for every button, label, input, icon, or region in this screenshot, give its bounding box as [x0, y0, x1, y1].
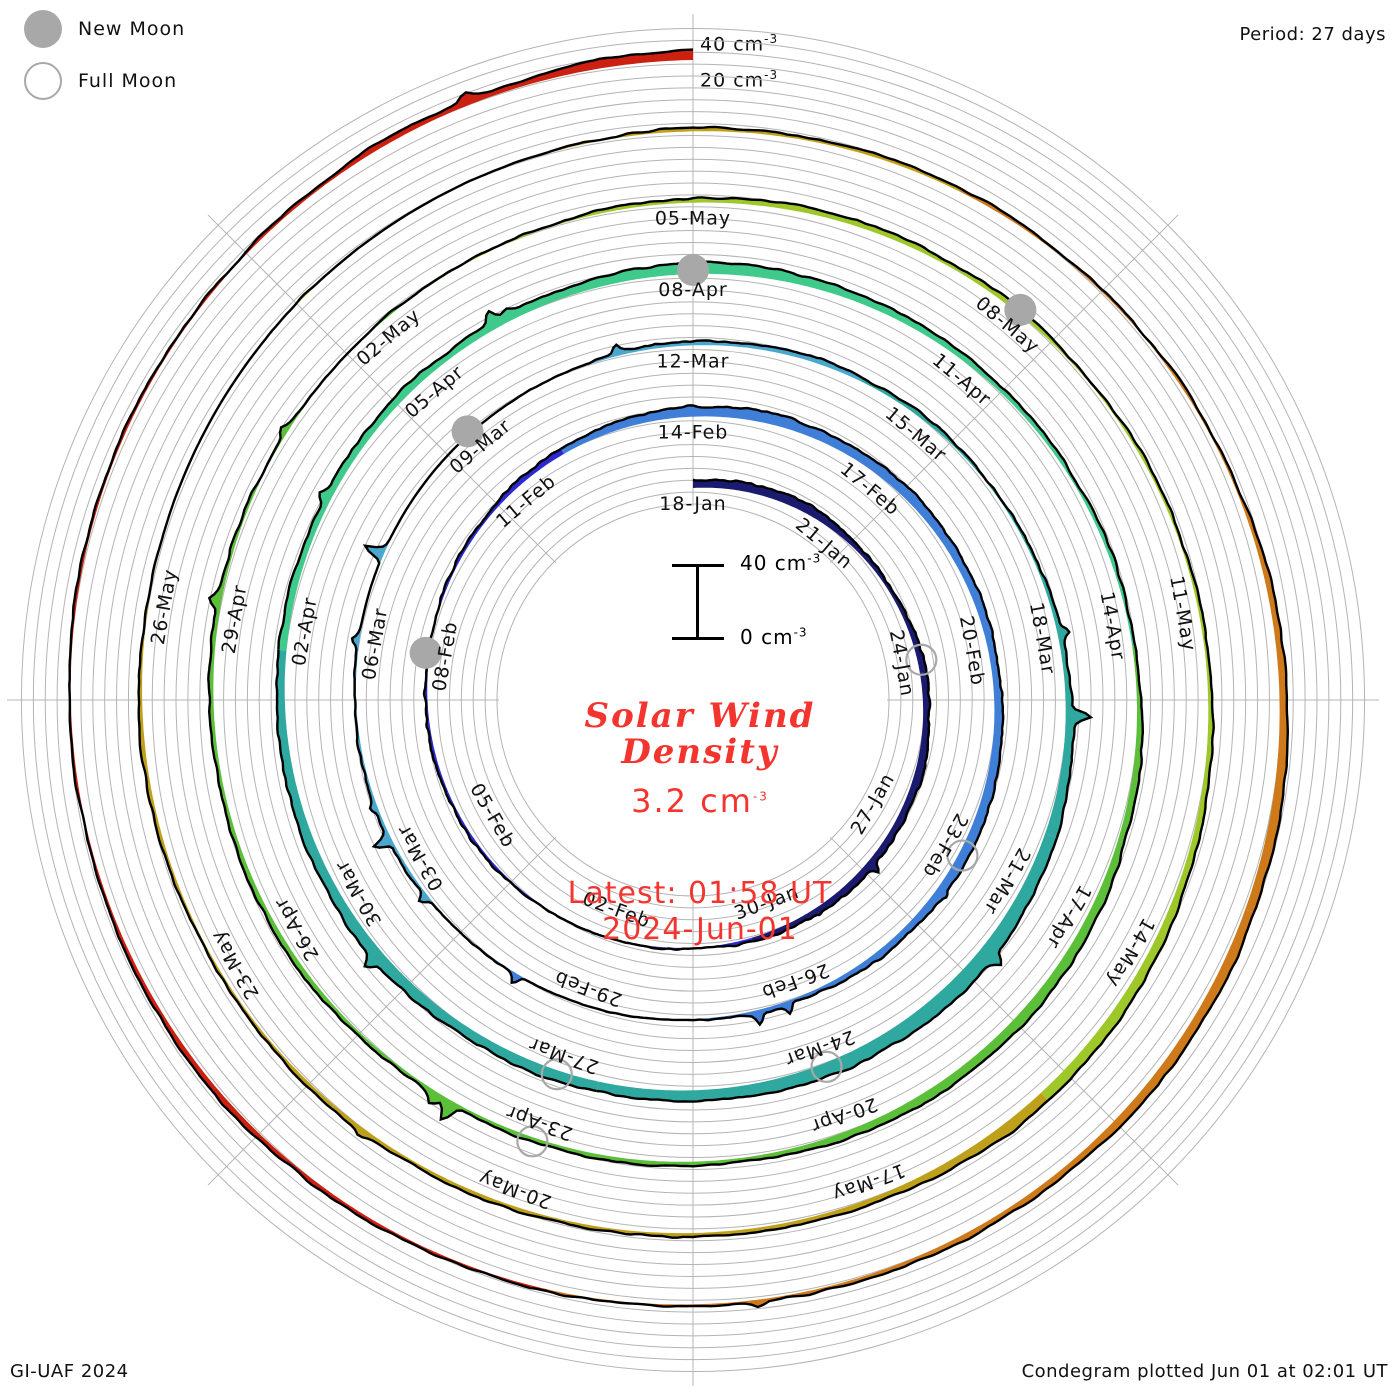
svg-text:12-Mar: 12-Mar — [657, 350, 730, 372]
trace-segment — [331, 1092, 1048, 1238]
date-label: 27-Jan — [847, 769, 900, 838]
date-label: 26-Feb — [758, 959, 832, 1004]
date-label: 12-Mar — [657, 350, 730, 372]
date-label: 14-Feb — [658, 422, 729, 444]
trace-outline — [546, 912, 1256, 1309]
new-moon-marker — [1004, 293, 1037, 326]
date-label: 05-May — [655, 208, 731, 230]
trace-outline — [692, 260, 1137, 647]
trace-outline — [207, 262, 465, 871]
period-label: Period: 27 days — [1239, 24, 1386, 45]
trace-segment — [475, 932, 904, 1025]
trace-outline — [232, 125, 962, 384]
trace-outline — [752, 671, 932, 943]
full-moon-marker — [946, 839, 979, 872]
trace-outline — [692, 478, 928, 672]
trace-segment — [233, 126, 962, 384]
trace-outline — [350, 503, 476, 947]
full-moon-marker — [810, 1050, 843, 1083]
trace-outline — [71, 48, 694, 625]
trace-outline — [474, 936, 905, 1027]
new-moon-marker — [451, 415, 484, 448]
legend-item-full-moon: Full Moon — [24, 62, 177, 100]
svg-text:29-Feb: 29-Feb — [551, 966, 625, 1011]
trace-outline — [902, 527, 1005, 939]
svg-text:08-Apr: 08-Apr — [658, 279, 728, 301]
full-moon-marker — [516, 1125, 549, 1158]
trace-outline — [275, 649, 597, 1093]
credit-label: GI-UAF 2024 — [10, 1361, 129, 1382]
trace-segment — [899, 527, 1004, 938]
trace-outline — [596, 837, 1059, 1103]
trace-outline — [861, 376, 1094, 839]
trace-outline — [137, 382, 332, 1110]
date-label: 23-Apr — [503, 1100, 576, 1144]
trace-outline — [422, 447, 562, 794]
date-label: 08-Apr — [658, 279, 728, 301]
trace-outline — [68, 624, 548, 1293]
trace-outline — [960, 187, 1290, 914]
legend-item-new-moon: New Moon — [24, 10, 185, 48]
trace-segment — [596, 833, 1057, 1102]
trace-outline — [803, 646, 1145, 1152]
svg-text:26-Feb: 26-Feb — [758, 959, 832, 1004]
legend-label-new-moon: New Moon — [78, 18, 186, 40]
trace-outline — [330, 1099, 1049, 1239]
trace-outline — [277, 261, 694, 650]
trace-outline — [560, 404, 944, 529]
trace-outline — [1047, 409, 1215, 1102]
full-moon-icon — [24, 62, 62, 100]
full-moon-marker — [540, 1058, 573, 1091]
svg-text:23-Apr: 23-Apr — [503, 1100, 576, 1144]
svg-text:18-Jan: 18-Jan — [659, 493, 726, 515]
svg-text:05-May: 05-May — [655, 208, 731, 230]
svg-text:30-Jan: 30-Jan — [731, 881, 802, 925]
new-moon-icon — [24, 10, 62, 48]
radial-tick-label-20: 20 cm-3 — [700, 68, 779, 92]
legend-label-full-moon: Full Moon — [78, 70, 178, 92]
date-label: 29-Feb — [551, 966, 625, 1011]
trace-segment — [352, 504, 476, 946]
date-label: 30-Jan — [731, 881, 802, 925]
trace-outline — [242, 869, 805, 1168]
trace-segment — [693, 479, 927, 673]
date-label: 02-Feb — [580, 888, 654, 933]
full-moon-marker — [905, 643, 938, 676]
plotted-timestamp-label: Condegram plotted Jun 01 at 02:01 UT — [1021, 1361, 1388, 1382]
new-moon-marker — [677, 254, 709, 286]
trace-outline — [444, 793, 753, 951]
svg-text:14-Feb: 14-Feb — [658, 422, 729, 444]
new-moon-marker — [409, 636, 442, 669]
svg-text:27-Jan: 27-Jan — [847, 769, 900, 838]
moon-marker-layer — [409, 254, 1037, 1158]
date-label: 18-Jan — [659, 493, 726, 515]
data-trace-layer — [68, 48, 1290, 1309]
svg-text:02-Feb: 02-Feb — [580, 888, 654, 933]
trace-segment — [959, 188, 1288, 913]
radial-tick-label-40: 40 cm-3 — [700, 32, 779, 56]
